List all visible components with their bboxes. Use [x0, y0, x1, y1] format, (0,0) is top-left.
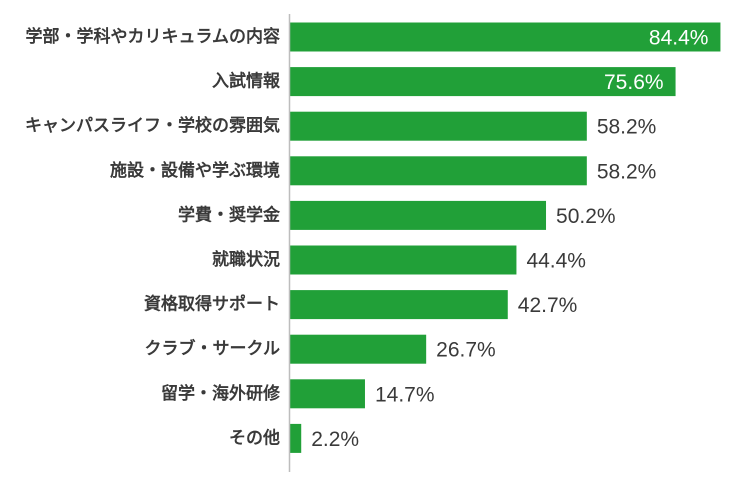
category-label-3: 施設・設備や学ぶ環境: [110, 160, 280, 181]
bar-4: [290, 200, 547, 230]
bar-7: [290, 334, 427, 364]
bars-group: [290, 22, 721, 453]
category-label-4: 学費・奨学金: [178, 204, 281, 225]
value-label-5: 44.4%: [526, 250, 586, 273]
bar-6: [290, 290, 508, 320]
bar-0: [290, 22, 721, 52]
value-label-1: 75.6%: [604, 71, 664, 94]
bar-2: [290, 111, 587, 141]
category-label-1: 入試情報: [212, 71, 281, 92]
value-label-4: 50.2%: [556, 205, 616, 228]
bar-3: [290, 156, 587, 186]
value-label-7: 26.7%: [436, 339, 496, 362]
value-label-9: 2.2%: [311, 428, 359, 451]
category-label-2: キャンパスライフ・学校の雰囲気: [25, 115, 280, 136]
value-labels-group: 84.4% 75.6% 58.2% 58.2% 50.2% 44.4% 42.7% 26.7%…: [311, 27, 708, 451]
value-label-3: 58.2%: [597, 160, 657, 183]
value-label-6: 42.7%: [518, 294, 578, 317]
bar-9: [290, 423, 302, 453]
value-label-2: 58.2%: [597, 116, 657, 139]
category-label-9: その他: [229, 427, 280, 448]
value-label-0: 84.4%: [649, 27, 709, 50]
category-label-8: 留学・海外研修: [161, 383, 281, 404]
category-label-6: 資格取得サポート: [144, 294, 280, 315]
category-label-0: 学部・学科やカリキュラムの内容: [26, 26, 281, 47]
category-labels-group: 学部・学科やカリキュラムの内容入試情報キャンパスライフ・学校の雰囲気施設・設備や…: [25, 26, 281, 448]
category-label-7: クラブ・サークル: [145, 338, 281, 359]
bar-5: [290, 245, 517, 275]
bar-8: [290, 379, 365, 409]
category-label-5: 就職状況: [212, 249, 280, 270]
value-label-8: 14.7%: [375, 383, 435, 406]
bar-1: [290, 67, 676, 97]
